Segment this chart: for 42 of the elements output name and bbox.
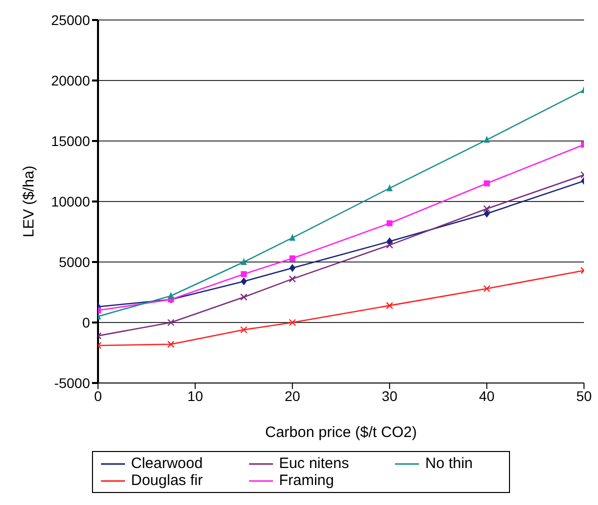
point — [289, 264, 296, 272]
point — [288, 275, 296, 283]
legend-label: Framing — [278, 472, 334, 489]
point — [483, 205, 490, 212]
point — [289, 255, 296, 262]
x-tick-label: 10 — [187, 388, 204, 404]
y-tick-label: 25000 — [51, 12, 90, 28]
point — [386, 302, 394, 310]
point — [240, 277, 247, 286]
x-axis-title: Carbon price ($/t CO2) — [265, 424, 417, 441]
legend-label: Euc nitens — [278, 455, 349, 472]
point — [168, 292, 174, 299]
y-tick-label: 20000 — [51, 72, 90, 88]
point — [240, 258, 247, 265]
point — [167, 340, 174, 348]
y-tick-label: 5000 — [58, 254, 90, 270]
x-tick-label: 20 — [284, 388, 300, 404]
point — [240, 326, 248, 334]
point — [240, 271, 247, 278]
point — [288, 318, 296, 326]
x-tick-label: 40 — [479, 388, 495, 404]
point — [289, 234, 296, 241]
point — [386, 241, 394, 249]
x-tick-label: 0 — [94, 388, 102, 404]
x-tick-label: 50 — [576, 388, 592, 404]
point — [167, 318, 174, 326]
point — [484, 210, 490, 218]
legend-label: Clearwood — [131, 455, 203, 472]
point — [484, 136, 490, 143]
y-tick-label: -5000 — [54, 374, 90, 391]
point — [483, 285, 490, 292]
point — [484, 180, 490, 186]
point — [386, 184, 393, 192]
point — [240, 293, 248, 301]
y-tick-label: 10000 — [51, 193, 90, 210]
legend-label: Douglas fir — [131, 472, 203, 489]
x-tick-label: 30 — [382, 388, 398, 404]
y-axis-title: LEV ($/ha) — [20, 166, 38, 238]
y-tick-label: 15000 — [51, 132, 90, 149]
point — [386, 220, 393, 226]
y-tick-label: 0 — [82, 314, 90, 330]
legend-label: No thin — [425, 455, 473, 472]
